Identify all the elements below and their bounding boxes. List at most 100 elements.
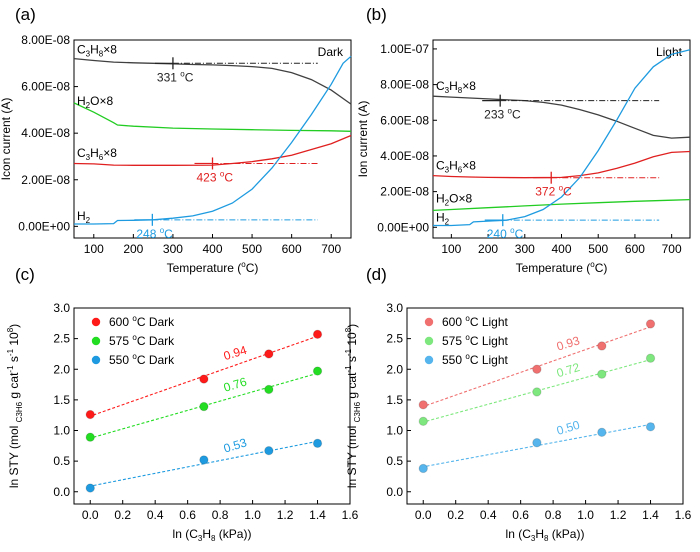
- series-line: [432, 198, 691, 212]
- panel-label: (d): [366, 265, 387, 284]
- chart-panel-c: (c) 0.0 0.2 0.4 0.6 0.8 1.0 1.2 1.4 1.6 0.0 0.5 1.0 1…: [6, 265, 359, 543]
- x-tick-label: 300: [515, 242, 535, 256]
- y-tick-label: 4.00E-08: [380, 149, 429, 163]
- slope-label: 0.53: [222, 435, 249, 455]
- series-label: H2: [77, 209, 91, 225]
- fit-line: [88, 334, 321, 418]
- data-point: [645, 422, 656, 432]
- y-tick-label: 6.00E-08: [21, 80, 70, 94]
- x-axis-label: Temperature (oC): [516, 260, 608, 275]
- data-point: [85, 409, 95, 420]
- legend-label: 550 oC Dark: [109, 352, 175, 367]
- y-tick-label: 8.00E-08: [380, 78, 429, 92]
- y-tick-label: 0.0: [386, 485, 403, 499]
- y-tick-label: 2.0: [386, 362, 403, 376]
- chart-panel-b: (b) 100 200 300 400 500 600 700 0.00E+00 2.00E-08…: [356, 5, 691, 275]
- x-tick-label: 200: [478, 242, 498, 256]
- x-tick-label: 0.0: [82, 508, 99, 522]
- series-label: C3H8×8: [77, 42, 117, 58]
- legend-marker: [424, 355, 434, 365]
- data-point: [597, 427, 607, 438]
- y-tick-label: 2.5: [386, 332, 403, 346]
- legend-marker: [424, 317, 434, 327]
- x-tick-label: 0.8: [545, 508, 562, 522]
- slope-label: 0.93: [555, 333, 582, 353]
- slope-label: 0.50: [555, 418, 582, 438]
- x-tick-label: 0.6: [512, 508, 529, 522]
- x-tick-label: 200: [123, 242, 143, 256]
- series-label: C3H8×8: [436, 79, 476, 95]
- x-tick-label: 1.6: [342, 508, 359, 522]
- x-tick-label: 100: [441, 242, 461, 256]
- x-tick-label: 600: [625, 242, 645, 256]
- y-tick-label: 3.0: [386, 301, 403, 315]
- legend-marker: [424, 336, 434, 346]
- y-tick-label: 2.00E-08: [21, 173, 70, 187]
- series-line: [432, 95, 691, 139]
- y-tick-label: 0.5: [53, 454, 70, 468]
- onset-temperature-label: 233 oC: [484, 107, 521, 122]
- data-point: [85, 432, 95, 442]
- y-tick-label: 1.5: [386, 393, 403, 407]
- slope-label: 0.76: [222, 374, 249, 394]
- legend-marker: [91, 317, 101, 327]
- condition-label: Light: [656, 45, 683, 59]
- data-point: [645, 319, 656, 329]
- data-point: [312, 329, 323, 340]
- onset-temperature-label: 240 oC: [487, 226, 524, 241]
- x-tick-label: 600: [282, 242, 302, 256]
- data-point: [597, 341, 607, 351]
- x-tick-label: 500: [242, 242, 262, 256]
- data-point: [418, 463, 428, 474]
- x-tick-label: 0.4: [147, 508, 164, 522]
- legend-label: 550 oC Light: [442, 352, 509, 367]
- x-tick-label: 0.4: [480, 508, 497, 522]
- legend-label: 575 oC Dark: [109, 333, 175, 348]
- series-line: [432, 150, 691, 179]
- y-tick-label: 0.00E+00: [18, 219, 70, 233]
- panel-label: (a): [15, 5, 36, 24]
- series-label: C3H6×8: [436, 158, 476, 174]
- y-tick-label: 1.0: [386, 424, 403, 438]
- x-tick-label: 400: [551, 242, 571, 256]
- y-tick-label: 4.00E-08: [21, 126, 70, 140]
- y-tick-label: 0.00E+00: [377, 220, 429, 234]
- y-tick-label: 3.0: [53, 301, 70, 315]
- y-axis-label: Icon current (A): [0, 98, 13, 181]
- chart-panel-d: (d) 0.0 0.2 0.4 0.6 0.8 1.0 1.2 1.4 1.6 0.0 0.5 1.0 1…: [344, 265, 692, 543]
- data-point: [199, 401, 209, 412]
- x-tick-label: 700: [662, 242, 682, 256]
- x-tick-label: 1.2: [610, 508, 627, 522]
- x-tick-label: 1.4: [309, 508, 326, 522]
- fit-line: [88, 440, 321, 487]
- fit-line: [421, 325, 654, 408]
- series-label: C3H6×8: [77, 146, 117, 162]
- y-axis-label: ln STY (mol C3H6 g cat-1 s-1 108): [6, 324, 24, 488]
- y-tick-label: 2.5: [53, 332, 70, 346]
- onset-temperature-label: 423 oC: [197, 169, 234, 184]
- onset-temperature-label: 248 oC: [136, 226, 173, 241]
- slope-label: 0.94: [222, 343, 249, 363]
- y-tick-label: 1.0: [53, 424, 70, 438]
- y-tick-label: 1.00E-07: [380, 42, 429, 56]
- x-tick-label: 0.2: [447, 508, 464, 522]
- data-point: [532, 438, 542, 448]
- plot-frame: [73, 39, 352, 239]
- plot-frame: [406, 307, 684, 505]
- slope-label: 0.72: [555, 360, 582, 380]
- y-tick-label: 2.00E-08: [380, 185, 429, 199]
- legend-label: 600 oC Dark: [109, 314, 175, 329]
- x-tick-label: 400: [202, 242, 222, 256]
- y-tick-label: 1.5: [53, 393, 70, 407]
- data-point: [264, 446, 274, 456]
- data-point: [85, 483, 95, 493]
- data-point: [532, 364, 542, 374]
- x-tick-label: 0.2: [114, 508, 131, 522]
- series-line: [73, 57, 352, 105]
- series-line: [433, 49, 691, 227]
- onset-temperature-label: 372 oC: [535, 184, 572, 199]
- x-tick-label: 700: [321, 242, 341, 256]
- panel-label: (b): [366, 5, 387, 24]
- series-label: H2O×8: [77, 94, 113, 110]
